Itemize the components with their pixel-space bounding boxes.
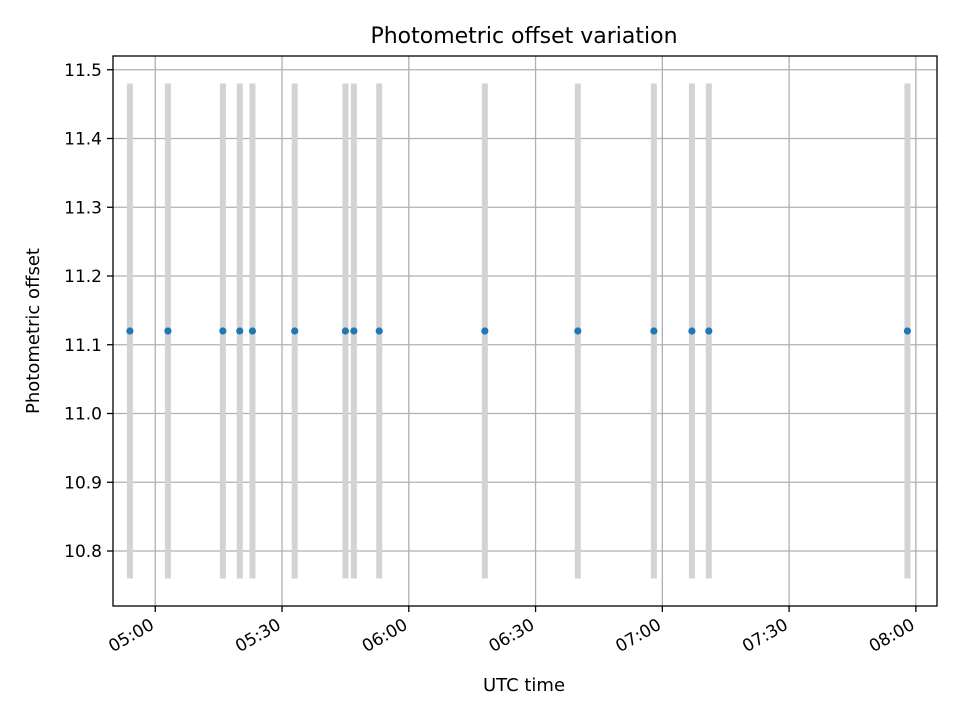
data-point bbox=[574, 327, 582, 335]
plot-area-frame bbox=[112, 55, 938, 607]
y-tick-label: 11.0 bbox=[64, 405, 102, 425]
point-layer bbox=[126, 327, 912, 335]
y-tick-label: 11.4 bbox=[64, 130, 102, 150]
y-tick-label: 10.9 bbox=[64, 473, 102, 493]
data-point bbox=[903, 327, 912, 335]
data-point bbox=[291, 327, 299, 335]
y-tick-label: 11.3 bbox=[64, 198, 102, 218]
data-point bbox=[705, 327, 713, 335]
y-tick-label: 10.8 bbox=[64, 542, 102, 562]
x-axis-label: UTC time bbox=[483, 675, 565, 696]
data-point bbox=[481, 327, 489, 335]
data-point bbox=[350, 327, 358, 335]
data-point bbox=[248, 327, 257, 335]
data-point bbox=[375, 327, 383, 335]
y-tick-label: 11.5 bbox=[64, 61, 102, 81]
y-axis-label: Photometric offset bbox=[23, 248, 44, 414]
data-point bbox=[126, 327, 134, 335]
data-point bbox=[219, 327, 227, 335]
data-point bbox=[341, 327, 350, 335]
y-tick-label: 11.1 bbox=[64, 336, 102, 356]
data-point bbox=[236, 327, 244, 335]
data-point bbox=[650, 327, 658, 335]
chart-title: Photometric offset variation bbox=[370, 24, 677, 49]
data-point bbox=[688, 327, 696, 335]
data-point bbox=[164, 327, 172, 335]
y-tick-label: 11.2 bbox=[64, 267, 102, 287]
